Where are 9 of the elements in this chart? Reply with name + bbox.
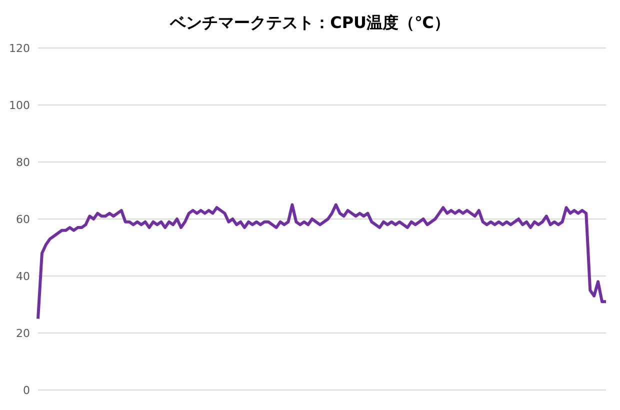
y-tick-label: 120 [9, 42, 30, 55]
y-tick-label: 60 [16, 212, 30, 226]
y-tick-label: 20 [16, 326, 30, 340]
y-tick-label: 40 [16, 270, 30, 283]
y-tick-label: 100 [9, 98, 30, 112]
y-tick-label: 0 [23, 384, 30, 397]
line-series [36, 203, 608, 320]
y-tick-label: 80 [16, 156, 30, 169]
chart-title: ベンチマークテスト：CPU温度（℃） [168, 12, 451, 34]
